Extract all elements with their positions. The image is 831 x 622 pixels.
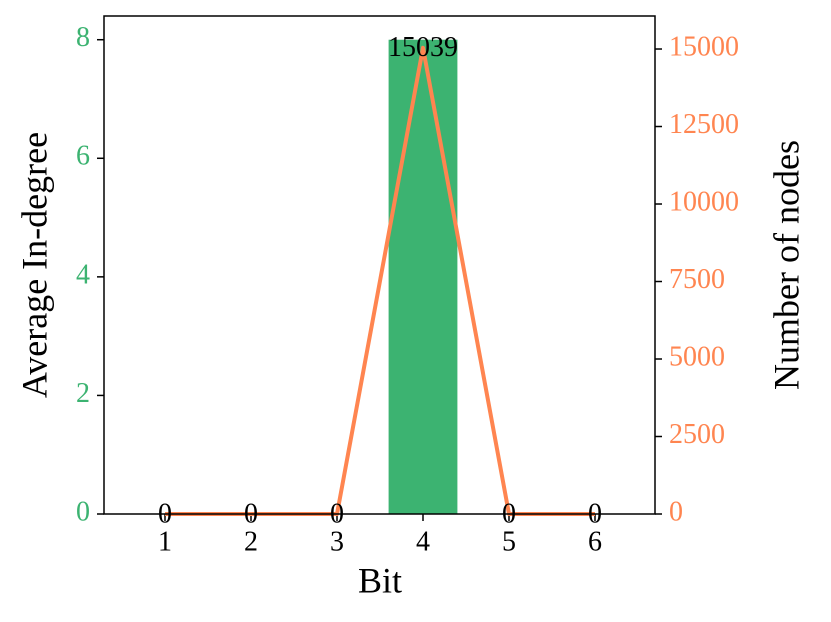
y2-tick-label: 2500	[669, 419, 725, 450]
data-label: 15039	[388, 32, 458, 63]
x-tick-label: 2	[244, 526, 258, 557]
y2-tick-label: 5000	[669, 341, 725, 372]
x-tick-label: 5	[502, 526, 516, 557]
y-tick-label: 8	[76, 22, 90, 53]
plot-frame	[103, 15, 656, 515]
y2-tick-label: 12500	[669, 109, 739, 140]
bar	[388, 39, 458, 514]
x-axis-label: Bit	[358, 560, 402, 600]
x-tick-label: 3	[330, 526, 344, 557]
y-tick-label: 0	[76, 496, 90, 527]
y2-tick-label: 15000	[669, 31, 739, 62]
y2-tick-label: 7500	[669, 264, 725, 295]
y2-axis-label: Number of nodes	[766, 140, 806, 390]
line	[165, 45, 595, 516]
y-tick-label: 4	[76, 259, 90, 290]
y-tick-label: 2	[76, 378, 90, 409]
x-tick-label: 4	[416, 526, 430, 557]
x-tick-label: 6	[588, 526, 602, 557]
y2-tick-label: 10000	[669, 186, 739, 217]
y-axis-label: Average In-degree	[14, 132, 54, 398]
y2-tick-label: 0	[669, 496, 683, 527]
y-tick-label: 6	[76, 141, 90, 172]
x-tick-label: 1	[158, 526, 172, 557]
